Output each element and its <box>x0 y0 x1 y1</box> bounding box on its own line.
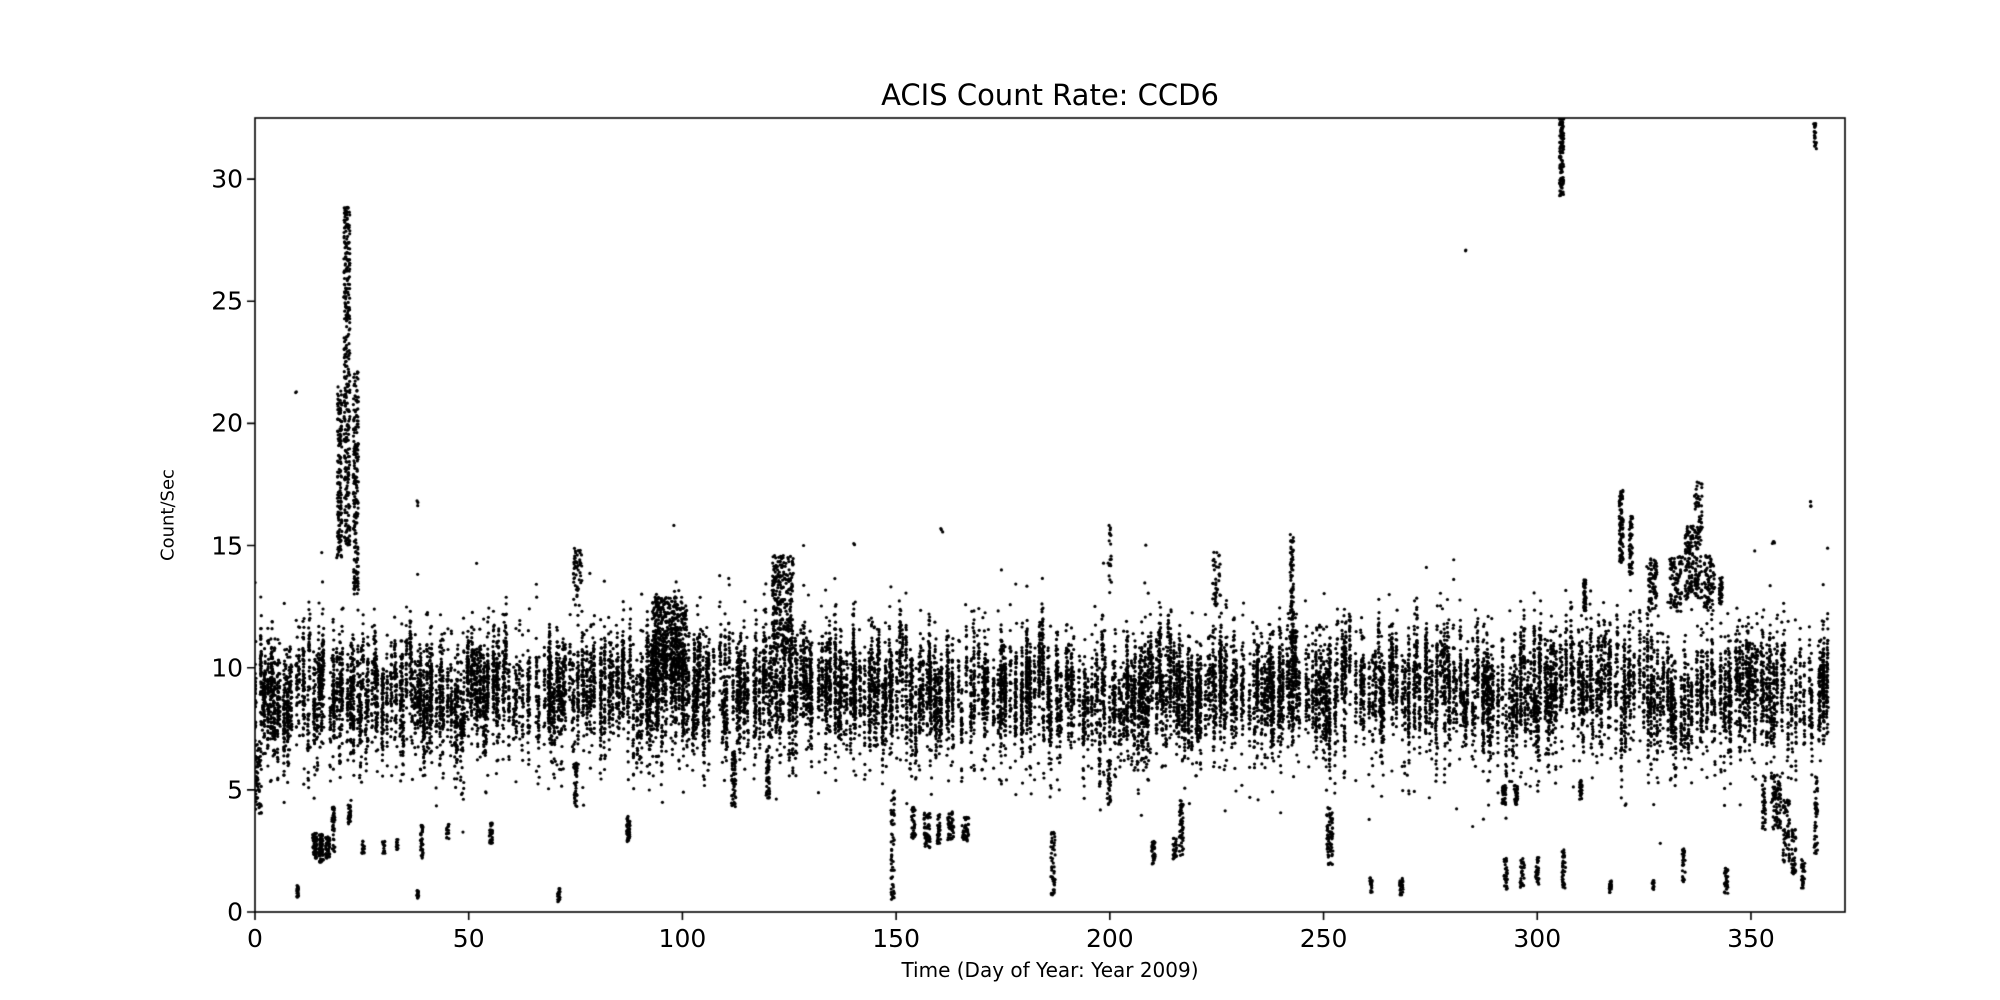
y-tick-label: 0 <box>227 897 243 927</box>
y-tick-label: 25 <box>211 286 243 316</box>
y-tick-label: 10 <box>211 653 243 683</box>
x-tick-label: 250 <box>1299 924 1348 953</box>
y-tick-label: 30 <box>211 164 243 194</box>
x-tick-label: 100 <box>658 924 707 953</box>
x-tick-label: 0 <box>247 924 263 953</box>
x-axis-label: Time (Day of Year: Year 2009) <box>901 958 1199 982</box>
y-tick-label: 15 <box>211 531 243 561</box>
x-tick-label: 150 <box>872 924 920 953</box>
x-tick-label: 300 <box>1513 924 1562 953</box>
x-tick-label: 350 <box>1727 924 1775 953</box>
y-axis-label: Count/Sec <box>157 469 179 561</box>
x-tick-label: 200 <box>1085 924 1134 953</box>
chart-title: ACIS Count Rate: CCD6 <box>881 78 1219 112</box>
x-tick-label: 50 <box>452 924 485 953</box>
y-tick-label: 20 <box>211 408 243 438</box>
y-tick-label: 5 <box>227 775 243 805</box>
